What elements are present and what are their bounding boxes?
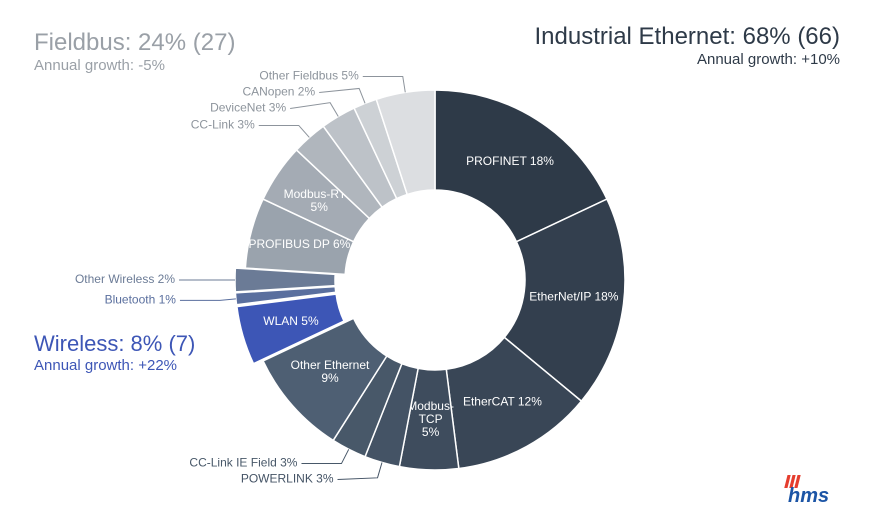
callout-label: CC-Link IE Field 3% — [189, 456, 297, 470]
header-ethernet-title: Industrial Ethernet: 68% (66) — [530, 24, 840, 50]
header-wireless-sub: Annual growth: +22% — [34, 356, 244, 376]
header-fieldbus: Fieldbus: 24% (27) Annual growth: -5% — [34, 30, 294, 76]
leader-line — [319, 88, 365, 103]
donut-chart-container: PROFINET 18%EtherNet/IP 18%EtherCAT 12%M… — [0, 0, 870, 519]
header-fieldbus-sub: Annual growth: -5% — [34, 56, 294, 76]
callout-label: Other Wireless 2% — [75, 272, 175, 286]
slice-label: WLAN 5% — [263, 314, 319, 328]
leader-line — [338, 462, 382, 479]
hms-logo: hms — [774, 473, 852, 505]
header-ethernet: Industrial Ethernet: 68% (66) Annual gro… — [530, 24, 840, 70]
header-fieldbus-title: Fieldbus: 24% (27) — [34, 30, 294, 56]
slice-label: PROFIBUS DP 6% — [248, 237, 350, 251]
slice-label: EtherNet/IP 18% — [529, 290, 618, 304]
leader-line — [259, 125, 310, 137]
leader-line — [290, 103, 338, 117]
leader-line — [180, 299, 236, 301]
leader-line — [363, 77, 406, 93]
callout-label: CANopen 2% — [242, 85, 315, 99]
slice-label: EtherCAT 12% — [463, 395, 542, 409]
slice-label: PROFINET 18% — [466, 154, 554, 168]
header-wireless: Wireless: 8% (7) Annual growth: +22% — [34, 332, 244, 376]
donut-chart: PROFINET 18%EtherNet/IP 18%EtherCAT 12%M… — [0, 0, 870, 519]
svg-text:hms: hms — [788, 485, 829, 505]
callout-label: DeviceNet 3% — [210, 101, 286, 115]
header-ethernet-sub: Annual growth: +10% — [530, 50, 840, 70]
callout-label: Bluetooth 1% — [105, 292, 177, 306]
callout-label: POWERLINK 3% — [241, 472, 334, 486]
leader-line — [301, 449, 348, 463]
callout-label: CC-Link 3% — [191, 118, 255, 132]
header-wireless-title: Wireless: 8% (7) — [34, 332, 244, 356]
